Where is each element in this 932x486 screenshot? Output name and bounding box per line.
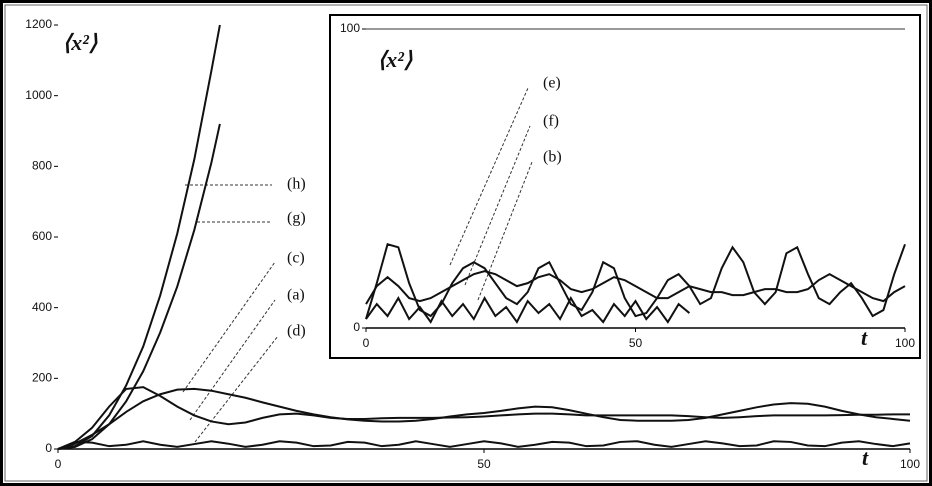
series-label: (g) xyxy=(287,210,306,227)
series-label: (f) xyxy=(543,113,559,130)
series-label: (b) xyxy=(543,149,562,166)
x-axis-label: t xyxy=(862,445,869,470)
leader xyxy=(194,335,279,443)
series-label: (h) xyxy=(287,176,306,193)
x-tick-label: 50 xyxy=(629,336,643,350)
leader xyxy=(449,87,529,266)
series-line xyxy=(57,386,910,450)
series-label: (c) xyxy=(287,250,305,267)
y-tick-label: 1000 xyxy=(25,88,52,102)
series-label: (e) xyxy=(543,75,561,92)
series-line xyxy=(365,296,691,324)
y-tick-label: 600 xyxy=(32,229,52,243)
y-tick-label: 800 xyxy=(32,159,52,173)
x-tick-label: 0 xyxy=(363,336,370,350)
y-axis-label: ⟨x²⟩ xyxy=(378,47,413,72)
y-tick-label: 0 xyxy=(353,320,360,334)
y-axis-label: ⟨x²⟩ xyxy=(63,30,98,55)
series-label: (a) xyxy=(287,287,305,304)
leader xyxy=(464,125,531,286)
series-line xyxy=(57,24,221,450)
series-line xyxy=(57,387,911,450)
series-line xyxy=(57,440,911,450)
y-tick-label: 400 xyxy=(32,300,52,314)
x-tick-label: 100 xyxy=(900,457,920,471)
x-tick-label: 0 xyxy=(55,457,62,471)
series-line xyxy=(365,243,906,320)
y-tick-label: 0 xyxy=(45,441,52,455)
leaders xyxy=(182,87,533,443)
x-tick-label: 100 xyxy=(895,336,915,350)
inner-frame xyxy=(4,4,928,482)
leader xyxy=(189,299,276,421)
leader xyxy=(182,261,276,393)
series-line xyxy=(365,270,906,305)
y-tick-label: 1200 xyxy=(25,17,52,31)
y-tick-label: 200 xyxy=(32,371,52,385)
x-axis-label: t xyxy=(861,325,868,350)
y-tick-label: 100 xyxy=(340,21,360,35)
x-tick-label: 50 xyxy=(477,457,491,471)
series-label: (d) xyxy=(287,323,306,340)
